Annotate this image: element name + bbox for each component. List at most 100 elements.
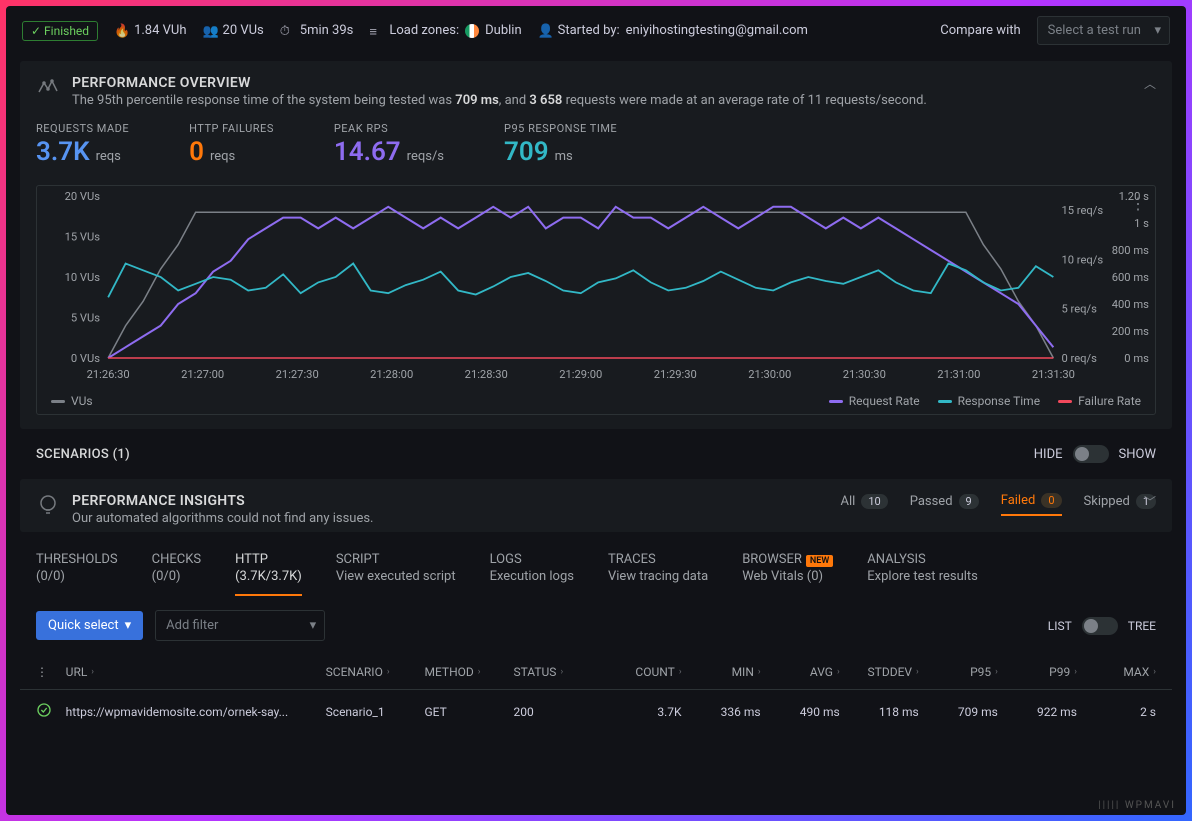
cell-scenario: Scenario_1 (326, 705, 425, 719)
legend-response-time: Response Time (958, 394, 1040, 408)
legend-failure-rate: Failure Rate (1078, 394, 1141, 408)
sub-tab[interactable]: THRESHOLDS(0/0) (36, 552, 118, 596)
svg-text:0 req/s: 0 req/s (1061, 352, 1097, 365)
show-label: SHOW (1119, 447, 1156, 462)
th-p95[interactable]: P95 › (919, 665, 998, 679)
check-circle-icon (36, 702, 52, 722)
view-toggle[interactable] (1082, 617, 1118, 635)
stat-card: REQUESTS MADE3.7Kreqs (36, 122, 189, 167)
chart-line-icon (36, 75, 60, 99)
svg-text:21:31:30: 21:31:30 (1032, 368, 1075, 381)
list-label: LIST (1048, 619, 1072, 633)
svg-text:20 VUs: 20 VUs (65, 190, 101, 203)
svg-text:400 ms: 400 ms (1112, 298, 1149, 311)
panel-title: PERFORMANCE OVERVIEW (72, 75, 927, 91)
svg-text:21:30:30: 21:30:30 (843, 368, 886, 381)
duration-stat: ⏱5min 39s (280, 23, 354, 38)
scenarios-toggle[interactable] (1073, 445, 1109, 463)
insights-tab[interactable]: Passed9 (910, 494, 979, 515)
select-test-run[interactable]: Select a test run (1037, 16, 1170, 45)
chart-menu-icon[interactable]: ⋮ (1130, 194, 1147, 213)
svg-text:10 VUs: 10 VUs (65, 271, 101, 284)
cell-avg: 490 ms (761, 705, 840, 719)
th-stddev[interactable]: STDDEV › (840, 665, 919, 679)
tree-label: TREE (1128, 619, 1156, 633)
insights-tab[interactable]: Failed0 (1001, 493, 1062, 516)
insights-title: PERFORMANCE INSIGHTS (72, 493, 373, 509)
watermark: ||||| WPMAVI (1098, 800, 1176, 811)
svg-text:21:29:30: 21:29:30 (654, 368, 697, 381)
sub-tab[interactable]: LOGSExecution logs (490, 552, 574, 596)
started-by: 👤Started by: eniyihostingtesting@gmail.c… (538, 23, 808, 38)
insights-subtitle: Our automated algorithms could not find … (72, 511, 373, 526)
cell-count: 3.7K (602, 705, 681, 719)
performance-chart: ⋮ 20 VUs 15 VUs 10 VUs 5 VUs 0 VUs 15 req/s 10… (36, 185, 1156, 415)
th-count[interactable]: COUNT › (602, 665, 681, 679)
svg-text:21:30:00: 21:30:00 (748, 368, 791, 381)
cell-stddev: 118 ms (840, 705, 919, 719)
svg-text:200 ms: 200 ms (1112, 325, 1149, 338)
th-status[interactable]: STATUS › (513, 665, 602, 679)
stat-card: PEAK RPS14.67reqs/s (334, 122, 504, 167)
svg-text:21:28:00: 21:28:00 (370, 368, 413, 381)
sub-tab[interactable]: HTTP(3.7K/3.7K) (235, 552, 302, 596)
th-scenario[interactable]: SCENARIO › (326, 665, 425, 679)
svg-text:15 req/s: 15 req/s (1061, 204, 1103, 217)
performance-overview-panel: PERFORMANCE OVERVIEW The 95th percentile… (20, 61, 1172, 429)
scenarios-bar: SCENARIOS (1) HIDE SHOW (20, 435, 1172, 473)
sub-tabs: THRESHOLDS(0/0) CHECKS(0/0) HTTP(3.7K/3.7K… (20, 538, 1172, 596)
th-min[interactable]: MIN › (682, 665, 761, 679)
svg-text:5 req/s: 5 req/s (1061, 303, 1097, 316)
sub-tab[interactable]: SCRIPTView executed script (336, 552, 456, 596)
cell-p99: 922 ms (998, 705, 1077, 719)
svg-text:15 VUs: 15 VUs (65, 231, 101, 244)
cell-method: GET (425, 705, 514, 719)
insights-tab[interactable]: All10 (841, 494, 888, 515)
sub-tab[interactable]: TRACESView tracing data (608, 552, 708, 596)
panel-subtitle: The 95th percentile response time of the… (72, 93, 927, 108)
legend-request-rate: Request Rate (849, 394, 920, 408)
quick-select-button[interactable]: Quick select ▾ (36, 611, 143, 640)
svg-text:5 VUs: 5 VUs (71, 312, 100, 325)
collapse-icon[interactable]: ﹀ (1144, 493, 1156, 510)
svg-text:21:31:00: 21:31:00 (937, 368, 980, 381)
table-header: ⋮ URL › SCENARIO › METHOD › STATUS › COU… (20, 655, 1172, 690)
sub-tab[interactable]: ANALYSISExplore test results (867, 552, 978, 596)
cell-min: 336 ms (682, 705, 761, 719)
performance-insights-panel: PERFORMANCE INSIGHTS Our automated algor… (20, 479, 1172, 532)
stat-card: HTTP FAILURES0reqs (189, 122, 334, 167)
lightbulb-icon (36, 493, 60, 517)
th-p99[interactable]: P99 › (998, 665, 1077, 679)
flag-ireland-icon (465, 24, 479, 38)
filter-bar: Quick select ▾ Add filter LIST TREE (20, 596, 1172, 655)
http-table: ⋮ URL › SCENARIO › METHOD › STATUS › COU… (20, 655, 1172, 734)
svg-text:600 ms: 600 ms (1112, 271, 1149, 284)
svg-text:0 ms: 0 ms (1124, 352, 1149, 365)
cell-status: 200 (513, 705, 602, 719)
table-row[interactable]: https://wpmavidemosite.com/ornek-say... … (20, 690, 1172, 734)
stat-card: P95 RESPONSE TIME709ms (504, 122, 677, 167)
cell-url: https://wpmavidemosite.com/ornek-say... (66, 705, 326, 719)
svg-text:21:26:30: 21:26:30 (87, 368, 130, 381)
sub-tab[interactable]: CHECKS(0/0) (152, 552, 201, 596)
row-menu-icon[interactable]: ⋮ (36, 665, 66, 679)
loadzones: ≡Load zones: Dublin (369, 23, 521, 38)
top-bar: ✓ Finished 🔥1.84 VUh 👥20 VUs ⏱5min 39s ≡… (6, 6, 1186, 55)
svg-text:21:27:30: 21:27:30 (276, 368, 319, 381)
sub-tab[interactable]: BROWSERNEWWeb Vitals (0) (742, 552, 833, 596)
add-filter-input[interactable]: Add filter (155, 610, 325, 641)
svg-text:1 s: 1 s (1134, 217, 1149, 230)
legend-vus: VUs (71, 394, 93, 408)
svg-text:21:29:00: 21:29:00 (559, 368, 602, 381)
svg-text:0 VUs: 0 VUs (71, 352, 100, 365)
th-method[interactable]: METHOD › (425, 665, 514, 679)
vus-stat: 👥20 VUs (203, 23, 264, 38)
svg-text:10 req/s: 10 req/s (1061, 253, 1103, 266)
th-max[interactable]: MAX › (1077, 665, 1156, 679)
svg-text:21:27:00: 21:27:00 (181, 368, 224, 381)
hide-label: HIDE (1034, 447, 1063, 462)
th-url[interactable]: URL › (66, 665, 326, 679)
th-avg[interactable]: AVG › (761, 665, 840, 679)
cell-p95: 709 ms (919, 705, 998, 719)
collapse-icon[interactable]: ︿ (1144, 75, 1156, 92)
